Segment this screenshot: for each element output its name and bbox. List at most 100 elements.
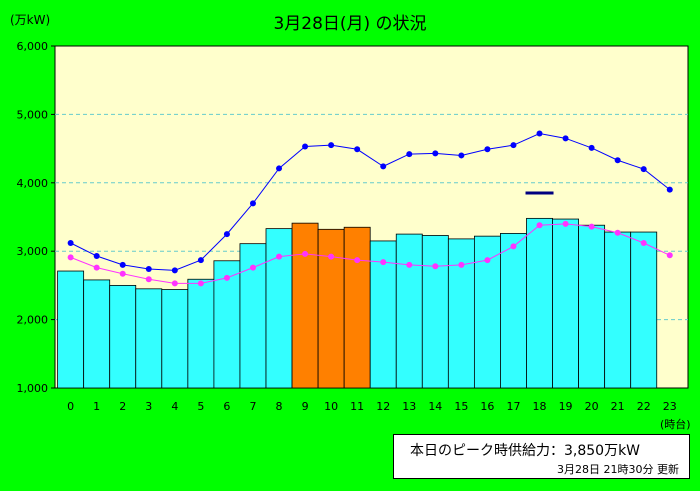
series-point: [406, 261, 413, 268]
bar: [291, 222, 319, 389]
series-line: [70, 223, 670, 284]
bar: [447, 238, 475, 389]
series-point: [510, 142, 517, 149]
x-axis-unit-label: (時台): [660, 417, 691, 431]
peak-supply-value: 3,850万kW: [564, 443, 641, 459]
x-tick-label: 10: [324, 400, 338, 413]
chart-title: 3月28日(月) の状況: [273, 14, 426, 34]
series-point: [93, 252, 100, 259]
y-tick-label: 5,000: [17, 108, 49, 121]
peak-supply-text: 本日のピーク時供給力：3,850万kW: [410, 440, 640, 460]
bar: [552, 218, 579, 389]
x-tick-label: 9: [302, 400, 309, 413]
series-point: [510, 243, 517, 250]
x-tick-label: 4: [171, 400, 178, 413]
x-tick-label: 22: [637, 400, 651, 413]
series-point: [354, 146, 361, 153]
series-point: [588, 144, 595, 151]
x-tick-label: 16: [480, 400, 494, 413]
y-axis-unit-label: (万kW): [10, 13, 50, 27]
series-point: [562, 220, 569, 227]
peak-supply-label: 本日のピーク時供給力：: [410, 443, 564, 459]
x-tick-label: 23: [663, 400, 677, 413]
bar: [135, 288, 163, 389]
x-tick-label: 14: [428, 400, 442, 413]
x-tick-label: 6: [223, 400, 230, 413]
series-point: [302, 250, 309, 257]
bar: [526, 217, 553, 389]
x-tick-label: 7: [249, 400, 256, 413]
bar: [265, 228, 293, 389]
series-point: [484, 146, 491, 153]
x-tick-label: 18: [533, 400, 547, 413]
series-point: [223, 231, 230, 238]
series-point: [93, 264, 100, 271]
series-point: [67, 254, 74, 261]
bar: [343, 226, 371, 389]
series-point: [380, 163, 387, 170]
bar: [630, 231, 658, 389]
series-point: [223, 274, 230, 281]
x-tick-label: 19: [559, 400, 573, 413]
y-axis: 1,000 2,000 3,000 4,000 5,000 6,000: [17, 40, 55, 395]
bar: [500, 233, 527, 389]
update-timestamp: 3月28日 21時30分 更新: [557, 461, 679, 477]
series-point: [458, 152, 465, 159]
y-tick-label: 3,000: [17, 245, 49, 258]
series-point: [171, 267, 178, 274]
x-tick-label: 8: [276, 400, 283, 413]
bar: [83, 279, 111, 389]
bar: [317, 228, 345, 389]
series-point: [640, 166, 647, 173]
series-point: [145, 276, 152, 283]
bar: [187, 278, 215, 389]
series-line: [70, 133, 671, 271]
series-point: [588, 223, 595, 230]
series-point: [432, 263, 439, 270]
bar: [109, 284, 137, 389]
series-point: [640, 239, 647, 246]
x-tick-label: 11: [350, 400, 364, 413]
series-point: [536, 130, 543, 137]
update-time: 21時30分: [603, 463, 654, 476]
y-tick-label: 1,000: [17, 382, 49, 395]
line-series: [67, 130, 673, 287]
x-tick-label: 5: [197, 400, 204, 413]
update-label: 更新: [657, 463, 679, 476]
series-point: [302, 143, 309, 150]
series-point: [249, 264, 256, 271]
x-tick-label: 15: [454, 400, 468, 413]
x-tick-label: 21: [611, 400, 625, 413]
bar: [161, 289, 189, 389]
x-tick-label: 20: [585, 400, 599, 413]
series-point: [249, 200, 256, 207]
series-point: [67, 239, 74, 246]
x-tick-label: 2: [119, 400, 126, 413]
series-point: [432, 150, 439, 157]
x-tick-label: 12: [376, 400, 390, 413]
x-tick-label: 17: [506, 400, 520, 413]
series-point: [171, 280, 178, 287]
series-point: [458, 261, 465, 268]
peak-info-box: 本日のピーク時供給力：3,850万kW 3月28日 21時30分 更新: [393, 434, 690, 479]
series-point: [354, 257, 361, 264]
series-point: [276, 165, 283, 172]
series-point: [145, 265, 152, 272]
y-tick-label: 4,000: [17, 177, 49, 190]
bar: [369, 240, 397, 389]
bar: [421, 235, 449, 389]
series-point: [406, 151, 413, 158]
series-point: [536, 222, 543, 229]
series-point: [380, 259, 387, 266]
update-date: 3月28日: [557, 463, 600, 476]
x-tick-label: 1: [93, 400, 100, 413]
x-tick-label: 13: [402, 400, 416, 413]
series-point: [197, 257, 204, 264]
series-point: [614, 157, 621, 164]
series-point: [197, 280, 204, 287]
y-tick-label: 2,000: [17, 314, 49, 327]
series-point: [119, 270, 126, 277]
bar: [578, 224, 606, 389]
bar: [57, 270, 85, 389]
